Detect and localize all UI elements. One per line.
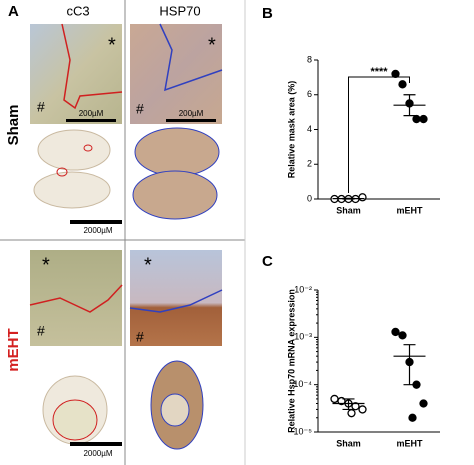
panel-label: B [262,5,273,22]
data-point [347,409,356,418]
section [160,393,190,427]
marker: * [42,254,50,276]
y-tick-label: 2 [307,159,312,169]
panel-label: A [8,3,19,20]
section [37,129,111,171]
scale-bar [166,119,216,122]
data-point [419,399,428,408]
section [134,127,220,177]
panel-label: C [262,253,273,270]
data-point [412,114,421,124]
error-bar [342,398,355,411]
region-outline [129,289,223,313]
marker: * [108,34,116,56]
row-label: mEHT [5,328,22,371]
x-tick-label: Sham [336,205,361,215]
data-point [398,331,407,340]
region-outline [61,23,123,110]
data-point [398,80,407,89]
error-bar [342,197,355,200]
data-point [351,402,360,411]
region-outline [83,144,93,152]
scale-label: 200µM [79,109,104,118]
x-tick-label: mEHT [396,438,423,448]
region-outline [159,23,223,92]
data-point [358,405,367,414]
marker: # [37,99,45,115]
data-point [358,193,367,202]
y-tick-label: 10⁻⁴ [293,379,312,389]
scale-label: 2000µM [83,226,112,235]
data-point [391,327,400,337]
column-header: HSP70 [159,3,200,18]
x-tick-label: mEHT [396,205,423,215]
marker: * [144,254,152,276]
region-outline [52,399,98,441]
y-tick-label: 6 [307,89,312,99]
data-point [330,394,339,404]
error-bar [403,344,416,386]
scale-bar [70,220,122,224]
section [132,170,218,220]
y-tick-label: 10⁻³ [294,332,312,342]
marker: # [37,323,45,339]
column-header: cC3 [66,3,89,18]
micrograph [30,250,122,346]
marker: # [136,101,144,117]
row-label: Sham [5,105,22,146]
region-outline [56,167,68,177]
significance-label: **** [370,66,388,78]
y-tick-label: 8 [307,54,312,64]
scale-label: 200µM [179,109,204,118]
micrograph [130,24,222,124]
scale-label: 2000µM [83,449,112,458]
data-point [391,69,400,79]
error-bar [403,94,416,117]
data-point [408,413,417,422]
data-point [419,114,428,124]
y-tick-label: 0 [307,193,312,203]
region-outline [29,284,123,313]
section [33,171,111,209]
scale-bar [66,119,116,122]
marker: # [136,329,144,345]
y-axis-title: Relative Hsp70 mRNA expression [286,289,296,433]
y-axis-title: Relative mask area (%) [286,81,296,179]
marker: * [208,34,216,56]
y-tick-label: 4 [307,124,312,134]
scale-bar [70,442,122,446]
significance-bracket [348,76,410,193]
y-tick-label: 10⁻⁵ [294,426,313,436]
x-tick-label: Sham [336,438,361,448]
y-tick-label: 10⁻² [294,284,312,294]
